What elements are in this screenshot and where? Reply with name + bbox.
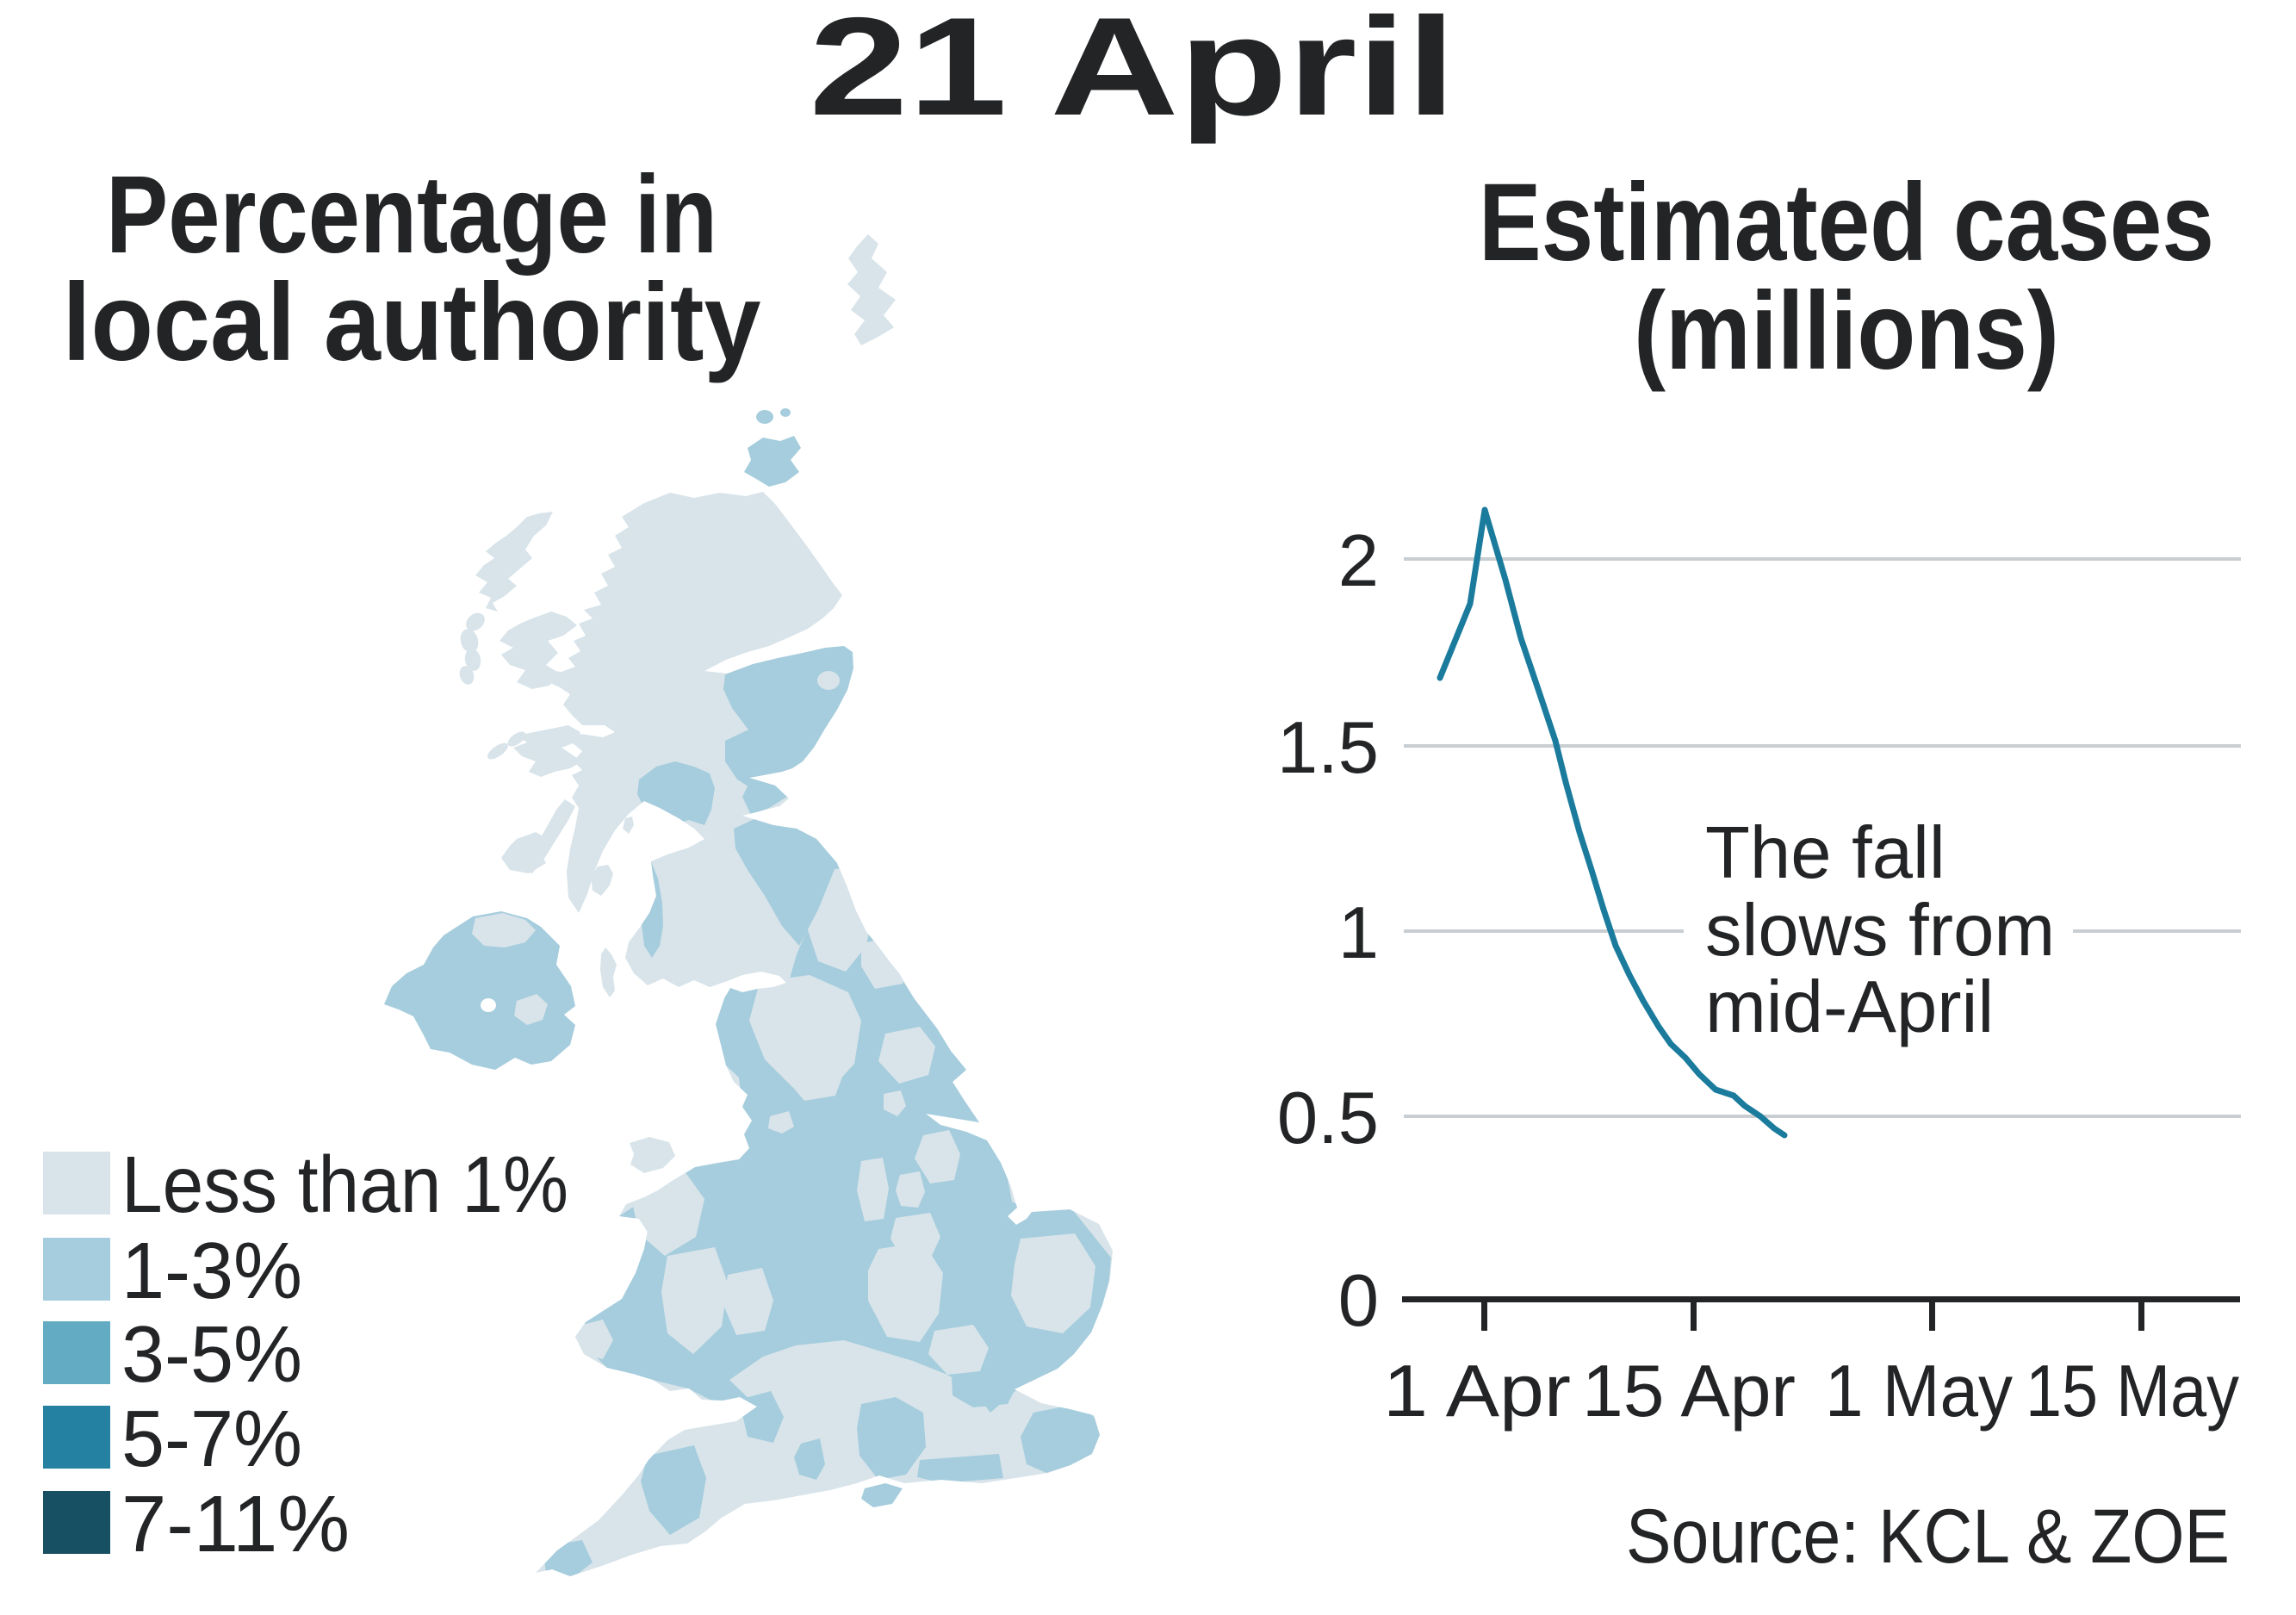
svg-text:21 April: 21 April [810, 0, 1456, 145]
svg-text:1 Apr: 1 Apr [1383, 1351, 1571, 1432]
svg-text:2: 2 [1338, 520, 1379, 602]
svg-text:1.5: 1.5 [1277, 707, 1379, 789]
svg-text:5-7%: 5-7% [121, 1394, 302, 1483]
svg-text:15 May: 15 May [2026, 1351, 2239, 1432]
svg-text:1: 1 [1338, 892, 1379, 974]
svg-text:15 Apr: 15 Apr [1582, 1351, 1796, 1432]
svg-text:1-3%: 1-3% [121, 1226, 302, 1315]
svg-text:Less than 1%: Less than 1% [121, 1140, 568, 1229]
svg-text:3-5%: 3-5% [121, 1309, 302, 1399]
svg-text:The fall: The fall [1705, 812, 1945, 894]
svg-text:1 May: 1 May [1825, 1351, 2013, 1432]
svg-text:local authority: local authority [63, 261, 761, 384]
svg-text:(millions): (millions) [1634, 270, 2059, 393]
svg-text:slows from: slows from [1705, 890, 2055, 972]
svg-text:0: 0 [1338, 1260, 1379, 1342]
svg-text:Source: KCL & ZOE: Source: KCL & ZOE [1626, 1493, 2230, 1579]
svg-text:Percentage in: Percentage in [106, 153, 717, 276]
svg-text:Estimated cases: Estimated cases [1479, 161, 2214, 284]
svg-text:mid-April: mid-April [1705, 966, 1994, 1048]
svg-text:0.5: 0.5 [1277, 1078, 1379, 1159]
svg-text:7-11%: 7-11% [121, 1479, 350, 1568]
